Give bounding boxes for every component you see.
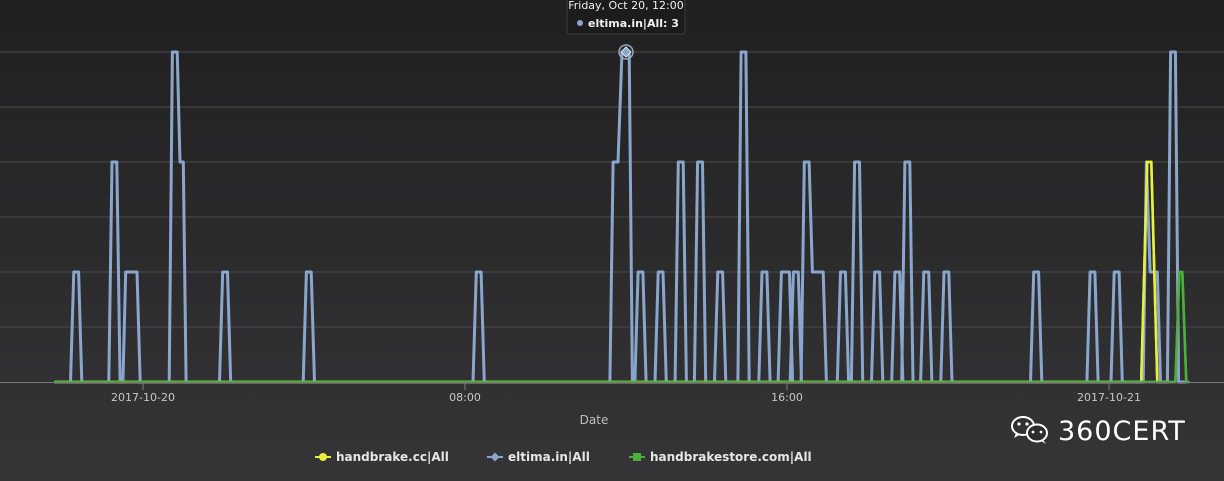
tooltip-point-marker (620, 46, 632, 58)
tooltip-series-name: eltima.in|All: (588, 17, 671, 30)
tooltip-header: Friday, Oct 20, 12:00 (568, 0, 684, 12)
legend-label: handbrake.cc|All (336, 450, 449, 464)
tooltip-body: eltima.in|All: 3 (588, 17, 679, 30)
x-tick-label: 16:00 (771, 391, 803, 404)
x-axis-title: Date (580, 413, 609, 427)
x-tick-label: 08:00 (449, 391, 481, 404)
legend-marker-square (633, 453, 641, 461)
tooltip-halo (618, 44, 634, 60)
legend-marker-circle (319, 453, 327, 461)
watermark: 360CERT (1011, 416, 1186, 447)
tooltip-series-dot (577, 20, 583, 26)
wechat-icon (1011, 416, 1048, 444)
x-tick-label: 2017-10-20 (111, 391, 175, 404)
legend-marker-diamond (490, 452, 500, 462)
legend: handbrake.cc|All eltima.in|All handbrakest… (315, 450, 812, 464)
legend-item: handbrakestore.com|All (629, 450, 812, 464)
legend-label: eltima.in|All (508, 450, 590, 464)
legend-item: eltima.in|All (487, 450, 590, 464)
tooltip: Friday, Oct 20, 12:00 eltima.in|All: 3 (566, 0, 686, 60)
tooltip-box (566, 0, 686, 35)
legend-item: handbrake.cc|All (315, 450, 449, 464)
watermark-text: 360CERT (1058, 416, 1186, 447)
x-axis: 2017-10-20 08:00 16:00 2017-10-21 (0, 382, 1224, 404)
tooltip-value: 3 (671, 17, 679, 30)
x-tick-label: 2017-10-21 (1077, 391, 1141, 404)
legend-label: handbrakestore.com|All (650, 450, 812, 464)
